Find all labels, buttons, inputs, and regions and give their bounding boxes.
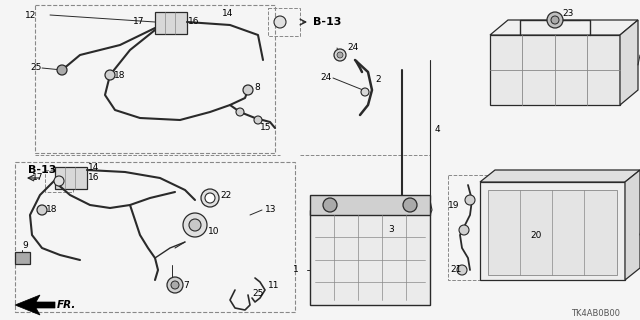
Bar	[55, 167, 87, 189]
Circle shape	[183, 213, 207, 237]
Circle shape	[37, 205, 47, 215]
Text: 18: 18	[114, 70, 125, 79]
Text: 1: 1	[293, 266, 299, 275]
Text: B-13: B-13	[313, 17, 341, 27]
Text: 24: 24	[320, 74, 332, 83]
Polygon shape	[480, 182, 625, 280]
Circle shape	[167, 277, 183, 293]
Bar	[35, 5, 275, 153]
Text: 11: 11	[268, 281, 280, 290]
Circle shape	[254, 116, 262, 124]
Text: 13: 13	[265, 205, 276, 214]
Text: FR.: FR.	[57, 300, 76, 310]
Circle shape	[205, 193, 215, 203]
Circle shape	[201, 189, 219, 207]
Text: 16: 16	[88, 172, 99, 181]
Text: 3: 3	[388, 226, 394, 235]
Text: 18: 18	[46, 205, 58, 214]
Bar	[15, 162, 295, 312]
Circle shape	[465, 195, 475, 205]
Text: 21: 21	[450, 266, 461, 275]
Polygon shape	[625, 170, 640, 280]
Text: 22: 22	[220, 191, 231, 201]
Circle shape	[551, 16, 559, 24]
Bar	[310, 210, 430, 305]
Circle shape	[547, 12, 563, 28]
Polygon shape	[15, 295, 55, 315]
Text: 2: 2	[375, 76, 381, 84]
Text: 25: 25	[30, 63, 42, 73]
Circle shape	[243, 85, 253, 95]
Text: 8: 8	[254, 84, 260, 92]
Circle shape	[171, 281, 179, 289]
Text: 20: 20	[530, 230, 541, 239]
Circle shape	[57, 65, 67, 75]
Circle shape	[337, 52, 343, 58]
Text: 4: 4	[435, 125, 440, 134]
Circle shape	[403, 198, 417, 212]
Text: 12: 12	[25, 11, 36, 20]
Bar	[15, 252, 30, 264]
Bar	[448, 175, 528, 280]
Text: 19: 19	[448, 201, 460, 210]
Text: 10: 10	[208, 228, 220, 236]
Text: 7: 7	[183, 282, 189, 291]
Polygon shape	[480, 170, 640, 182]
Polygon shape	[490, 20, 638, 35]
Circle shape	[361, 88, 369, 96]
Circle shape	[189, 219, 201, 231]
Text: 17: 17	[133, 18, 145, 27]
Text: 16: 16	[188, 18, 200, 27]
Polygon shape	[490, 35, 620, 105]
Circle shape	[274, 16, 286, 28]
Circle shape	[334, 49, 346, 61]
Bar	[45, 170, 73, 192]
Bar	[268, 8, 300, 36]
Text: B-13: B-13	[28, 165, 56, 175]
Text: 23: 23	[562, 9, 573, 18]
Circle shape	[236, 108, 244, 116]
Bar	[155, 12, 187, 34]
Text: 25: 25	[252, 289, 264, 298]
Circle shape	[457, 265, 467, 275]
Circle shape	[459, 225, 469, 235]
Text: 17: 17	[32, 172, 44, 181]
Circle shape	[323, 198, 337, 212]
Text: 14: 14	[88, 164, 99, 172]
Polygon shape	[488, 190, 617, 275]
Text: 14: 14	[222, 9, 234, 18]
Text: 15: 15	[260, 124, 271, 132]
Text: TK4AB0B00: TK4AB0B00	[571, 308, 620, 317]
Text: 24: 24	[347, 44, 358, 52]
Circle shape	[105, 70, 115, 80]
Bar	[310, 195, 430, 215]
Circle shape	[54, 176, 64, 186]
Polygon shape	[620, 20, 638, 105]
Text: 9: 9	[22, 242, 28, 251]
